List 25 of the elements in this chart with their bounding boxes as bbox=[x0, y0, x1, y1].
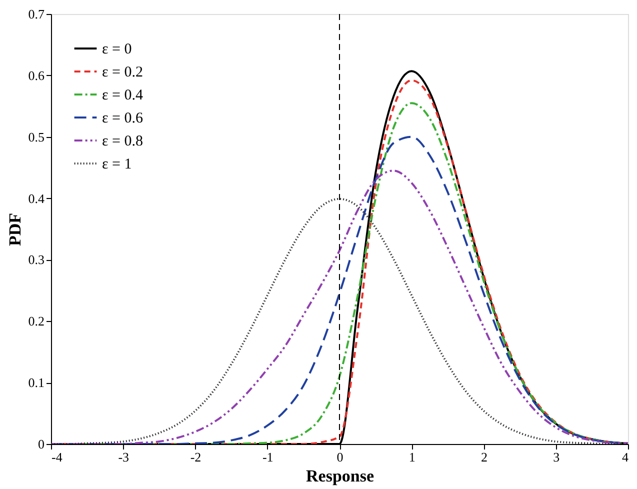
y-tick-label: 0.6 bbox=[28, 68, 45, 83]
legend-label: ε = 0.4 bbox=[102, 88, 144, 104]
x-tick-label: -4 bbox=[52, 450, 63, 464]
y-tick-label: 0.5 bbox=[28, 129, 44, 144]
x-axis-title: Response bbox=[306, 466, 374, 486]
y-axis-title: PDF bbox=[5, 212, 24, 246]
y-tick-label: 0.4 bbox=[28, 190, 45, 206]
legend-label: ε = 0 bbox=[102, 42, 132, 58]
y-tick-label: 0.7 bbox=[28, 6, 45, 22]
legend-label: ε = 0.2 bbox=[102, 64, 144, 80]
y-tick-label: 0.2 bbox=[28, 314, 44, 329]
x-tick-label: 2 bbox=[481, 450, 488, 464]
y-tick-label: 0 bbox=[38, 436, 44, 452]
x-tick-label: 4 bbox=[622, 450, 629, 464]
x-tick-label: 1 bbox=[408, 450, 416, 464]
x-tick-label: -1 bbox=[262, 450, 274, 464]
y-tick-label: 0.1 bbox=[28, 375, 44, 390]
x-tick-label: -3 bbox=[118, 450, 130, 464]
x-tick-label: -2 bbox=[190, 450, 202, 464]
legend-label: ε = 0.6 bbox=[102, 110, 144, 126]
x-tick-label: 3 bbox=[553, 450, 560, 464]
legend-label: ε = 1 bbox=[102, 156, 132, 172]
y-tick-label: 0.3 bbox=[28, 252, 44, 268]
legend-label: ε = 0.8 bbox=[102, 134, 144, 150]
x-tick-label: 0 bbox=[336, 450, 344, 464]
